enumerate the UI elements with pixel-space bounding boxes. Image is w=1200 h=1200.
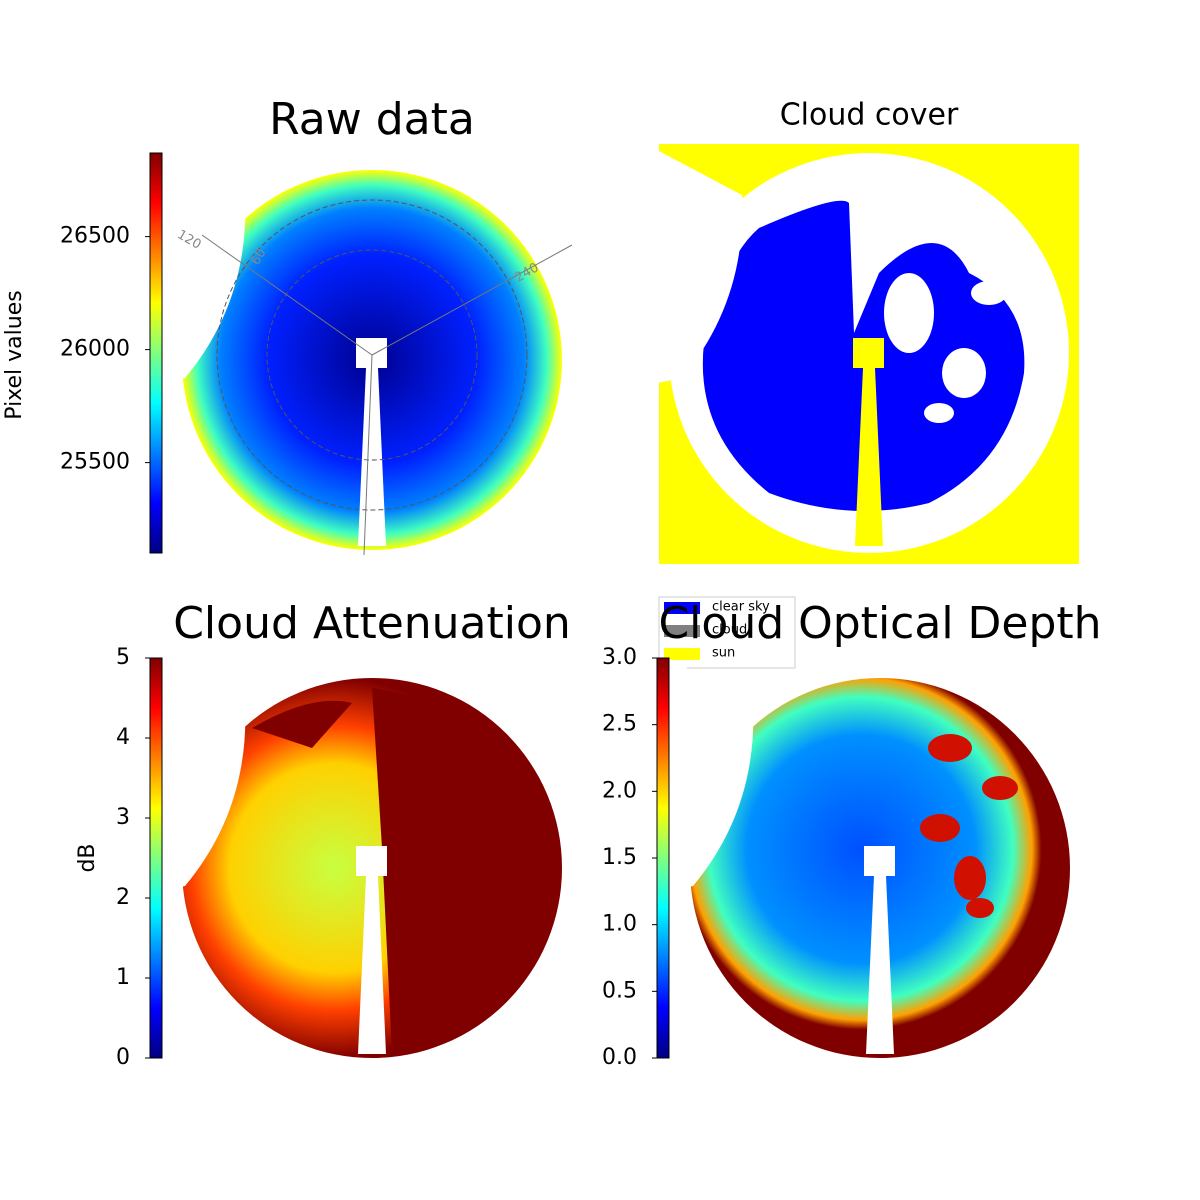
- colorbar-tick-label: 1.5: [602, 845, 637, 870]
- colorbar-tick-label: 0: [116, 1045, 130, 1070]
- legend-swatch: [664, 602, 700, 614]
- colorbar-tick-label: 2.0: [602, 778, 637, 803]
- mast: [866, 876, 894, 1054]
- legend-label: cloud: [712, 623, 747, 638]
- panel-title: Cloud Optical Depth: [658, 598, 1101, 649]
- panel-title: Raw data: [269, 94, 475, 145]
- colorbar-tick-label: 5: [116, 645, 130, 670]
- mast: [855, 368, 883, 546]
- legend-label: sun: [712, 646, 735, 661]
- colorbar-label: Pixel values: [2, 290, 27, 419]
- legend-swatch: [664, 648, 700, 660]
- sky-image-region: [252, 700, 352, 748]
- colorbar-tick-label: 1: [116, 965, 130, 990]
- mast: [358, 876, 386, 1054]
- colorbar-tick-label: 0.0: [602, 1045, 637, 1070]
- colorbar-tick-label: 4: [116, 725, 130, 750]
- panel-title: Cloud Attenuation: [173, 598, 571, 649]
- colorbar-tick-label: 26000: [60, 337, 130, 362]
- legend-swatch: [664, 625, 700, 637]
- polar-axis: [201, 234, 373, 356]
- image-mask: [647, 150, 743, 385]
- cloud-region: [942, 348, 986, 398]
- panel-title: Cloud cover: [780, 98, 959, 133]
- colorbar-tick-label: 25500: [60, 450, 130, 475]
- polar-grid: [266, 249, 478, 461]
- colorbar-tick-label: 3.0: [602, 645, 637, 670]
- colorbar: [656, 657, 670, 1059]
- cloud-region: [924, 403, 954, 423]
- cloud-region: [884, 273, 934, 353]
- polar-axis: [363, 354, 373, 556]
- cloud-region: [971, 281, 1007, 305]
- sky-image-region: [966, 898, 994, 918]
- colorbar-tick-label: 3: [116, 805, 130, 830]
- colorbar-tick-label: 26500: [60, 224, 130, 249]
- mast-box: [864, 846, 895, 876]
- sky-image-region: [920, 814, 960, 842]
- image-mask: [658, 658, 754, 893]
- colorbar-tick-label: 2.5: [602, 712, 637, 737]
- polar-label: 60: [248, 246, 269, 268]
- mast-box: [356, 846, 387, 876]
- polar-grid: [216, 199, 528, 511]
- polar-axis: [371, 244, 573, 356]
- mast-box: [853, 338, 884, 368]
- legend-label: clear sky: [712, 600, 770, 615]
- colorbar-label: dB: [75, 843, 100, 872]
- colorbar: [149, 657, 163, 1059]
- sky-image-region: [982, 776, 1018, 800]
- sky-image-region: [928, 734, 972, 762]
- image-mask: [150, 658, 246, 893]
- sky-image-region: [954, 856, 986, 900]
- colorbar-tick-label: 0.5: [602, 978, 637, 1003]
- mast: [358, 368, 386, 546]
- colorbar-tick-label: 2: [116, 885, 130, 910]
- colorbar: [149, 152, 163, 554]
- colorbar-tick-label: 1.0: [602, 912, 637, 937]
- sky-image-region: [372, 688, 554, 1053]
- image-mask: [150, 150, 246, 385]
